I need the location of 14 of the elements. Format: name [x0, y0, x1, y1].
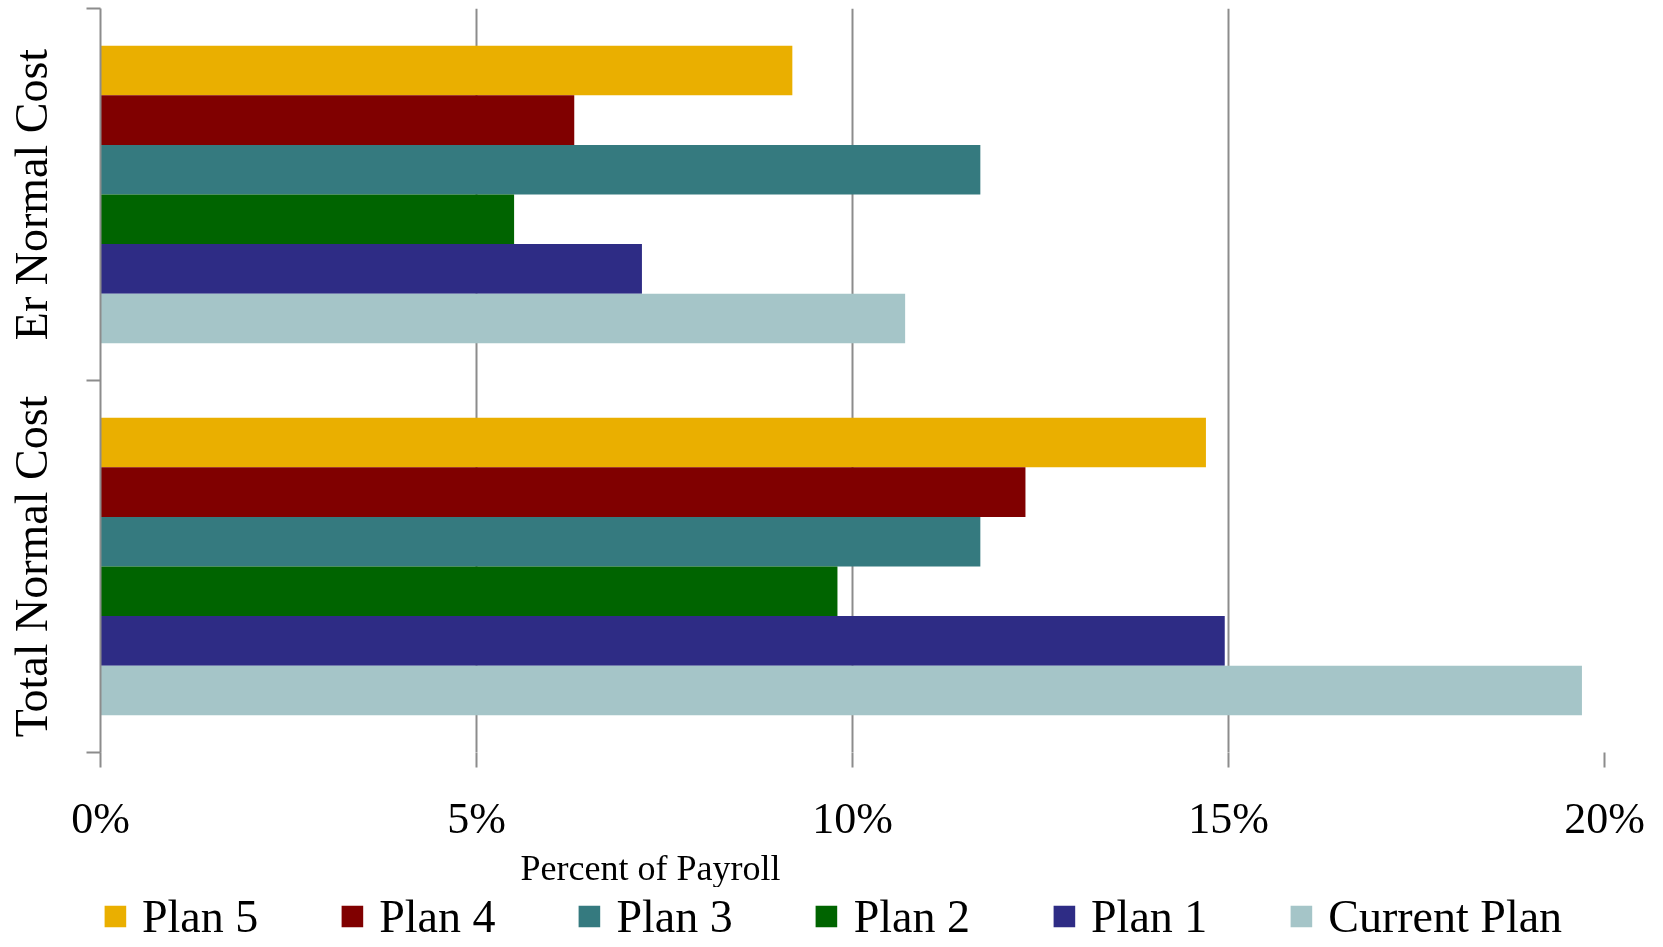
x-axis-title: Percent of Payroll: [520, 847, 781, 888]
legend-label: Plan 4: [379, 889, 496, 943]
x-tick-label: 15%: [1188, 793, 1269, 843]
x-tick-label: 0%: [71, 793, 130, 843]
y-tick-label: Er Normal Cost: [5, 48, 57, 341]
legend-label: Plan 1: [1091, 889, 1208, 943]
y-tick-label: Total Normal Cost: [5, 395, 57, 738]
x-tick-label: 5%: [447, 793, 506, 843]
x-tick-label: 20%: [1564, 793, 1645, 843]
legend-label: Plan 3: [616, 889, 733, 943]
legend-label: Plan 2: [853, 889, 971, 943]
legend-label: Plan 5: [141, 889, 259, 943]
x-tick-label: 10%: [812, 793, 893, 843]
legend-label: Current Plan: [1328, 889, 1563, 943]
